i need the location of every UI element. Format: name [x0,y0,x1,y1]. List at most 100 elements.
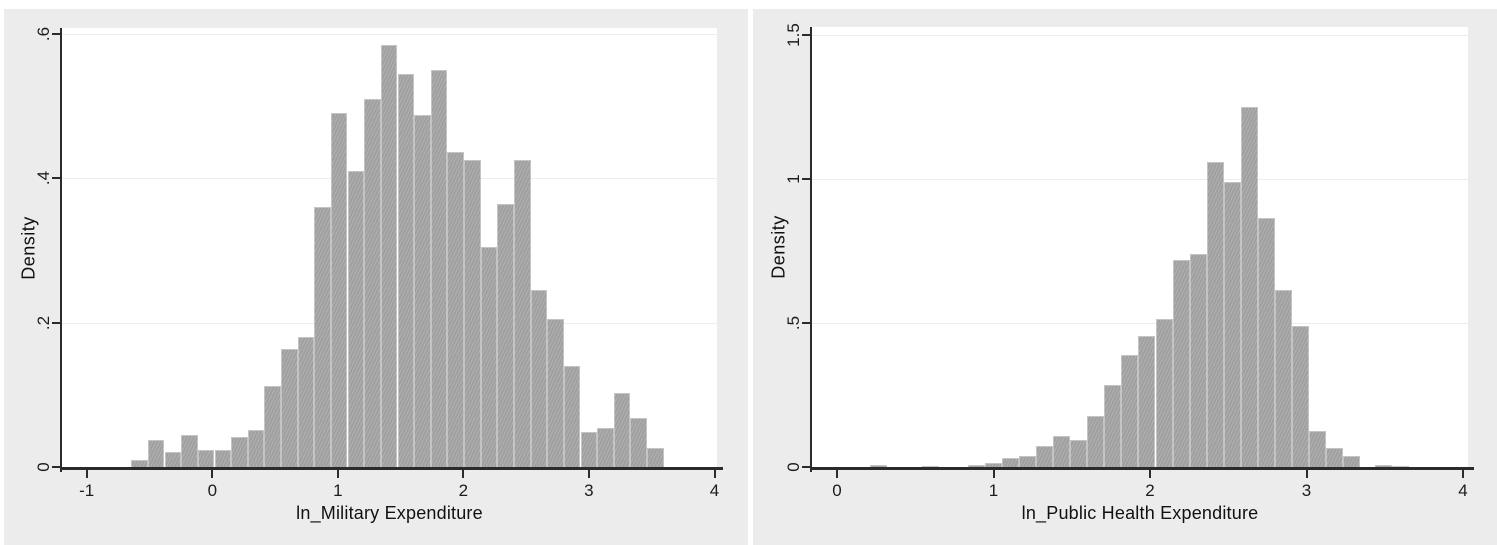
histogram-bar [1053,435,1071,467]
y-tick-label: .4 [34,171,53,186]
x-tick-label: 1 [333,481,343,500]
x-tick-label: 4 [1458,481,1468,500]
x-tick-mark [462,470,465,478]
histogram-bar [1274,289,1292,467]
histogram-bar [647,447,664,467]
histogram-bar [181,434,198,467]
histogram-bar [1087,416,1105,467]
y-tick-mark [52,177,60,180]
histogram-bar [1002,458,1020,467]
y-tick-mark [52,466,60,468]
histogram-bar [597,428,614,467]
histogram-bar [1172,259,1190,467]
y-tick-mark [802,178,810,180]
histogram-bar [1343,455,1361,467]
y-tick-label: 1 [784,174,803,184]
histogram-bar [530,290,548,467]
histogram-bar [547,319,564,467]
y-tick-mark [802,466,810,468]
histogram-bar [1257,217,1275,467]
gridline [812,35,1468,36]
histogram-bar [1070,439,1088,467]
x-axis-line [810,467,1474,470]
histogram-bar [380,44,398,467]
y-tick-label: .5 [784,315,803,331]
histogram-bar [1309,431,1327,467]
histogram-bar [580,432,598,467]
y-axis-line [810,27,812,472]
y-tick-mark [52,32,60,35]
x-tick-mark [836,470,838,478]
histogram-bar [1104,384,1122,467]
x-tick-mark [1149,470,1151,478]
x-axis-title: ln_Military Expenditure [296,503,483,523]
y-tick-label: .6 [34,26,53,41]
x-axis-line [60,467,723,470]
histogram-bar [1223,181,1241,467]
histogram-bar [967,464,985,467]
histogram-bar [131,459,148,467]
x-tick-label: 1 [988,481,999,500]
x-tick-label: -1 [79,481,95,500]
y-tick-label: 1.5 [784,23,803,47]
x-tick-label: 3 [1301,481,1312,500]
x-tick-label: 0 [207,481,218,500]
histogram-bar [1240,107,1258,467]
histogram-bar [430,69,448,467]
histogram-bar [330,113,348,467]
histogram-bar [1292,325,1310,467]
histogram-bar [1036,446,1054,467]
histogram-bar [563,365,581,467]
x-axis-title: ln_Public Health Expenditure [1021,503,1259,523]
histogram-bar [147,439,165,467]
x-tick-mark [992,470,995,478]
histogram-bar [1206,161,1224,467]
histogram-bar [447,151,464,467]
x-tick-label: 4 [709,481,720,500]
histogram-bar [1392,465,1410,467]
histogram-bar [264,386,281,467]
histogram-bar [247,429,265,467]
histogram-bar [1138,336,1156,467]
y-tick-label: .2 [34,315,53,330]
plot-area [812,27,1468,467]
histogram-bar [197,449,215,467]
histogram-bar [1375,465,1393,467]
x-tick-mark [713,470,716,478]
histogram-bar [231,436,248,467]
x-tick-label: 2 [1145,481,1155,500]
histogram-bar [347,171,365,467]
histogram-bar [921,465,939,467]
histogram-bar [1189,253,1207,467]
x-tick-mark [587,470,590,478]
y-tick-mark [52,321,60,324]
y-tick-label: 0 [784,462,803,472]
histogram-bar [869,465,887,467]
histogram-bar [480,246,498,467]
histogram-bar [297,337,315,467]
x-tick-mark [85,470,88,478]
gridline [812,323,1468,324]
histogram-bar [164,451,182,467]
histogram-bar [1155,318,1173,467]
histogram-bar [1121,354,1139,467]
histogram-bar [464,160,481,467]
histogram-bar [630,417,647,467]
x-tick-mark [1305,470,1308,478]
histogram-bar [397,73,415,467]
histogram-bar [281,349,298,467]
histogram-panel-military: Density ln_Military Expenditure -1 0 1 2 3 4 0… [4,9,748,545]
gridline [812,179,1468,180]
histogram-bar [414,115,431,467]
histogram-bar [214,449,232,467]
y-tick-label: 0 [34,462,53,472]
histogram-panel-public-health: Density ln_Public Health Expenditure 0 1 2… [753,9,1497,545]
x-tick-mark [336,470,339,478]
gridline [62,34,717,35]
histogram-bar [364,98,381,467]
histogram-bar [1019,456,1037,467]
plot-area [62,28,717,467]
y-axis-title: Density [768,215,789,279]
x-tick-mark [1462,470,1464,478]
x-tick-label: 2 [458,481,469,500]
